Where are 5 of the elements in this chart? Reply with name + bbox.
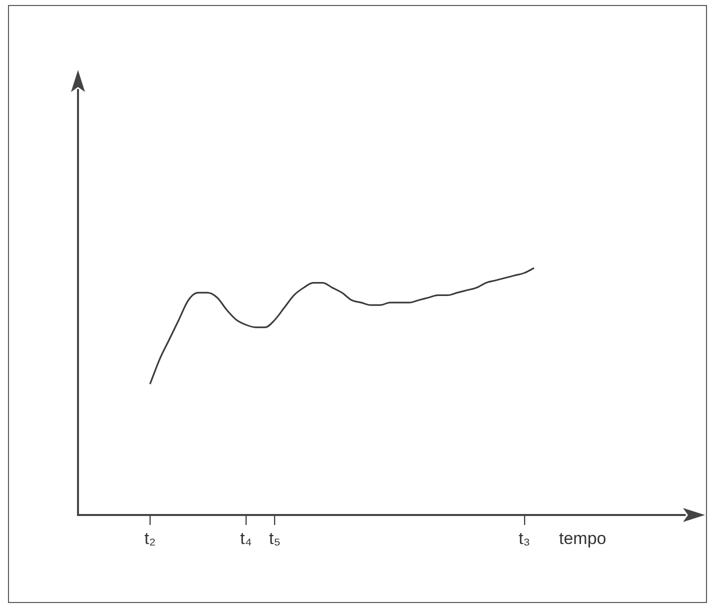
x-axis-title: tempo	[559, 529, 606, 548]
x-tick-label: t₃	[518, 528, 530, 548]
x-tick-label: t₂	[144, 528, 156, 548]
x-tick-label: t₅	[269, 528, 281, 548]
x-tick-label: t₄	[240, 528, 252, 548]
